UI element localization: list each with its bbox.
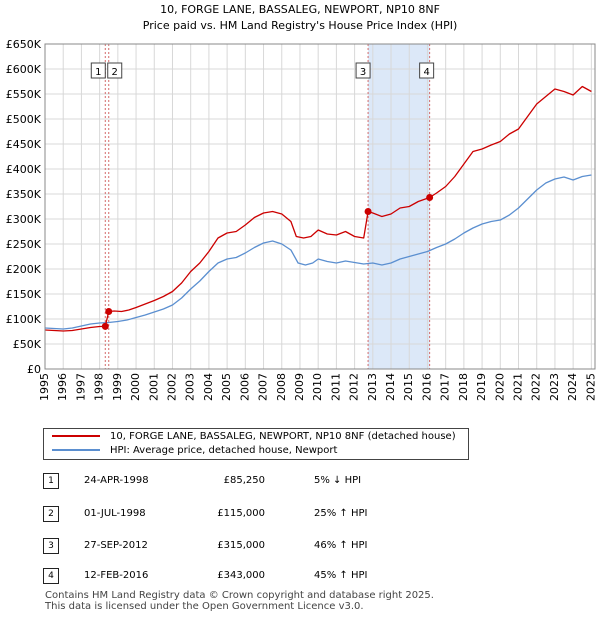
y-tick-label: £400K — [6, 163, 42, 176]
sale-row: 3 27-SEP-2012 £315,000 46% ↑ HPI — [43, 538, 373, 554]
sale-date: 24-APR-1998 — [84, 475, 149, 486]
hpi-line-swatch — [52, 449, 100, 451]
property-line-swatch — [52, 435, 100, 437]
x-tick-label: 2009 — [293, 373, 306, 401]
sale-hpi-diff: 46% ↑ HPI — [314, 540, 368, 551]
x-tick-label: 1996 — [56, 373, 69, 401]
x-tick-label: 2024 — [566, 373, 579, 401]
x-tick-label: 2003 — [184, 373, 197, 401]
x-tick-label: 2011 — [329, 373, 342, 401]
y-tick-label: £600K — [6, 63, 42, 76]
x-tick-label: 2005 — [220, 373, 233, 401]
sale-number-box — [90, 62, 106, 79]
x-tick-label: 1999 — [111, 373, 124, 401]
legend-hpi-label: HPI: Average price, detached house, Newp… — [110, 444, 338, 456]
sale-number-badge: 3 — [43, 538, 59, 554]
y-tick-label: £500K — [6, 113, 42, 126]
x-tick-label: 2007 — [257, 373, 270, 401]
x-tick-label: 2004 — [202, 373, 215, 401]
y-tick-label: £200K — [6, 263, 42, 276]
x-tick-label: 2002 — [165, 373, 178, 401]
y-tick-label: £350K — [6, 188, 42, 201]
plot-area — [45, 44, 595, 369]
x-tick-label: 2013 — [366, 373, 379, 401]
sale-price: £85,250 — [223, 475, 265, 486]
property-price-line — [44, 85, 592, 332]
sale-point — [426, 194, 434, 201]
y-tick-label: £450K — [6, 138, 42, 151]
y-tick-label: £650K — [6, 38, 42, 51]
x-tick-label: 2017 — [439, 373, 452, 401]
sale-number-label: 1 — [95, 67, 101, 78]
sale-number-badge: 4 — [43, 568, 59, 584]
x-tick-label: 2010 — [311, 373, 324, 401]
sale-date: 01-JUL-1998 — [84, 508, 146, 519]
x-tick-label: 2012 — [348, 373, 361, 401]
sale-hpi-diff: 25% ↑ HPI — [314, 508, 368, 519]
x-tick-label: 2018 — [457, 373, 470, 401]
sale-number-label: 2 — [112, 67, 118, 78]
sale-point — [364, 208, 372, 215]
sale-price: £343,000 — [217, 570, 265, 581]
chart-title: 10, FORGE LANE, BASSALEG, NEWPORT, NP10 … — [160, 3, 440, 16]
sale-price: £315,000 — [217, 540, 265, 551]
footer-licence: This data is licensed under the Open Gov… — [45, 601, 364, 612]
x-tick-label: 2025 — [584, 373, 597, 401]
plot-border — [44, 43, 596, 370]
y-tick-label: £250K — [6, 238, 42, 251]
sale-point — [101, 322, 109, 330]
x-tick-label: 2006 — [238, 373, 251, 401]
x-tick-label: 2008 — [275, 373, 288, 401]
sale-row: 4 12-FEB-2016 £343,000 45% ↑ HPI — [43, 568, 373, 584]
y-tick-label: £50K — [13, 338, 42, 351]
sale-number-box — [419, 62, 435, 79]
x-tick-label: 2019 — [475, 373, 488, 401]
sale-point — [105, 308, 113, 315]
sale-number-label: 3 — [360, 67, 366, 78]
x-tick-label: 2014 — [384, 373, 397, 401]
legend-item-property: 10, FORGE LANE, BASSALEG, NEWPORT, NP10 … — [44, 429, 456, 443]
sale-date: 27-SEP-2012 — [84, 540, 148, 551]
footer: Contains HM Land Registry data © Crown c… — [45, 590, 434, 612]
sale-number-badge: 1 — [43, 473, 59, 489]
x-tick-label: 2000 — [129, 373, 142, 401]
y-tick-label: £150K — [6, 288, 42, 301]
sale-hpi-diff: 5% ↓ HPI — [314, 475, 362, 486]
legend-item-hpi: HPI: Average price, detached house, Newp… — [44, 443, 337, 457]
sale-price: £115,000 — [217, 508, 265, 519]
x-tick-label: 2023 — [548, 373, 561, 401]
legend: 10, FORGE LANE, BASSALEG, NEWPORT, NP10 … — [43, 428, 469, 460]
chart-subtitle: Price paid vs. HM Land Registry's House … — [142, 19, 458, 32]
x-tick-label: 2022 — [530, 373, 543, 401]
sale-date: 12-FEB-2016 — [84, 570, 149, 581]
footer-copyright: Contains HM Land Registry data © Crown c… — [45, 590, 434, 601]
x-tick-label: 1998 — [93, 373, 106, 401]
y-tick-label: £300K — [6, 213, 42, 226]
y-tick-label: £0 — [27, 363, 41, 376]
sale-number-box — [355, 62, 371, 79]
x-tick-label: 2021 — [512, 373, 525, 401]
x-tick-label: 2001 — [147, 373, 160, 401]
price-chart: £0 £50K £100K £150K £200K £250K £300K £350K £400… — [6, 38, 598, 401]
hpi-line — [44, 174, 592, 330]
sale-number-label: 4 — [423, 67, 429, 78]
x-tick-label: 1995 — [38, 373, 51, 401]
sale-hpi-diff: 45% ↑ HPI — [314, 570, 368, 581]
sale-number-badge: 2 — [43, 506, 59, 522]
legend-property-label: 10, FORGE LANE, BASSALEG, NEWPORT, NP10 … — [110, 430, 456, 442]
sale-number-box — [107, 62, 123, 79]
x-tick-label: 2016 — [420, 373, 433, 401]
x-tick-label: 1997 — [74, 373, 87, 401]
sale-row: 1 24-APR-1998 £85,250 5% ↓ HPI — [43, 473, 373, 489]
x-tick-label: 2020 — [493, 373, 506, 401]
x-tick-label: 2015 — [402, 373, 415, 401]
y-tick-label: £100K — [6, 313, 42, 326]
y-tick-label: £550K — [6, 88, 42, 101]
shaded-period — [368, 44, 430, 369]
sale-row: 2 01-JUL-1998 £115,000 25% ↑ HPI — [43, 506, 373, 522]
